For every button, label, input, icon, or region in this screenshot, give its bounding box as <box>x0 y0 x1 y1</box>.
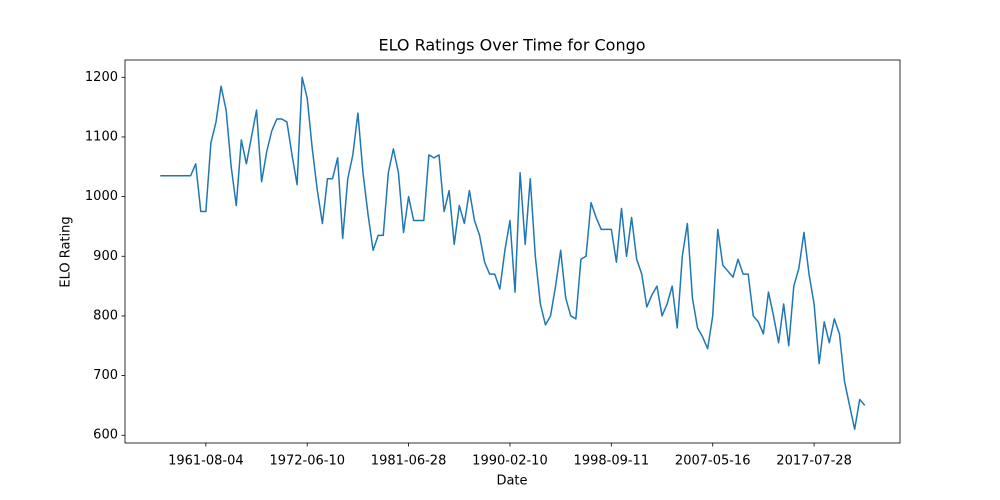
line <box>160 76 866 431</box>
x-tick-label: 2007-05-16 <box>675 454 751 469</box>
x-tick-label: 1961-08-04 <box>168 454 244 469</box>
x-tick-label: 1998-09-11 <box>574 454 650 469</box>
y-tick-label: 1100 <box>85 129 118 144</box>
x-tick-label: 1972-06-10 <box>269 454 345 469</box>
y-tick-label: 600 <box>93 428 118 443</box>
y-tick-label: 1200 <box>85 70 118 85</box>
x-tick-label: 2017-07-28 <box>776 454 852 469</box>
y-tick-label: 900 <box>93 249 118 264</box>
y-axis-label: ELO Rating <box>59 216 74 287</box>
plot-frame <box>124 59 901 444</box>
chart-title: ELO Ratings Over Time for Congo <box>378 36 645 55</box>
x-tick-label: 1990-02-10 <box>472 454 548 469</box>
y-tick-label: 1000 <box>85 189 118 204</box>
x-tick-label: 1981-06-28 <box>371 454 447 469</box>
y-tick-label: 800 <box>93 308 118 323</box>
y-tick-label: 700 <box>93 368 118 383</box>
x-axis-label: Date <box>496 474 527 489</box>
